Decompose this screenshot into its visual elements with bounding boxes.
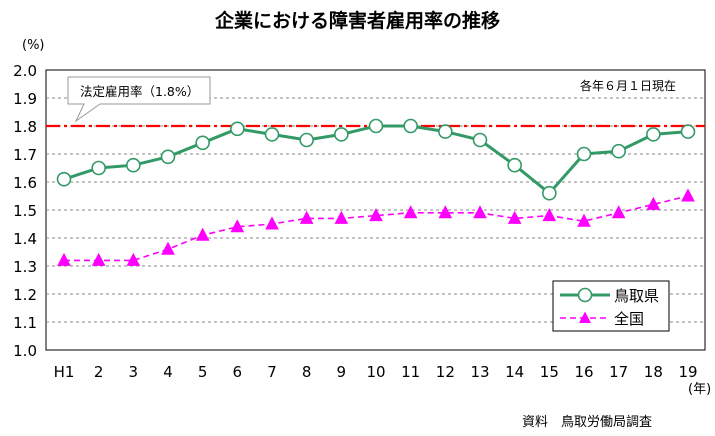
y-tick-label: 1.2	[13, 286, 37, 304]
as-of-note: 各年６月１日現在	[580, 78, 676, 93]
x-tick-label: 6	[233, 363, 243, 381]
callout-box	[67, 76, 211, 123]
legend-label: 鳥取県	[614, 287, 659, 305]
x-tick-label: 9	[337, 363, 347, 381]
data-point	[161, 241, 175, 255]
data-point	[403, 118, 418, 134]
series-2	[57, 188, 695, 266]
data-point	[646, 196, 661, 210]
data-point	[57, 252, 71, 266]
series-1	[56, 118, 696, 201]
data-point	[299, 132, 314, 148]
y-tick-label: 1.5	[13, 202, 37, 220]
x-tick-label: H1	[54, 363, 75, 381]
data-point	[646, 127, 661, 142]
data-point	[334, 127, 349, 142]
data-point	[160, 149, 176, 165]
data-point	[91, 252, 106, 266]
reference-callout: 法定雇用率（1.8%）	[67, 76, 211, 123]
x-tick-label: 13	[470, 363, 489, 381]
source-note: 資料 鳥取労働局調査	[522, 415, 652, 430]
data-point	[91, 160, 106, 176]
data-point	[680, 124, 696, 139]
legend-marker	[577, 287, 593, 303]
data-point	[507, 210, 522, 224]
x-unit-label: (年)	[688, 382, 711, 397]
x-tick-label: 5	[198, 363, 208, 381]
data-point	[126, 252, 141, 266]
data-point	[681, 188, 695, 202]
data-point	[403, 205, 418, 219]
x-tick-label: 3	[129, 363, 139, 381]
data-point	[195, 227, 210, 241]
y-tick-label: 1.7	[13, 146, 37, 164]
x-tick-label: 8	[302, 363, 312, 381]
y-tick-label: 1.0	[13, 342, 37, 360]
data-point	[230, 121, 245, 137]
data-point	[611, 205, 626, 219]
x-tick-label: 14	[505, 363, 524, 381]
y-tick-label: 1.8	[13, 118, 37, 136]
reference-line-label: 法定雇用率（1.8%）	[80, 84, 199, 99]
y-tick-label: 1.4	[13, 230, 37, 248]
x-tick-label: 16	[574, 363, 593, 381]
data-point	[473, 205, 487, 219]
y-tick-label: 1.1	[13, 314, 37, 332]
legend-box	[552, 280, 670, 332]
data-point	[507, 157, 522, 173]
x-tick-label: 19	[678, 363, 697, 381]
data-point	[368, 118, 384, 134]
y-unit-label: (%)	[22, 38, 45, 53]
x-tick-label: 11	[401, 363, 420, 381]
x-tick-label: 12	[436, 363, 455, 381]
data-point	[611, 143, 626, 159]
y-tick-label: 2.0	[13, 62, 37, 80]
data-point	[576, 146, 592, 162]
x-tick-label: 18	[644, 363, 663, 381]
data-point	[195, 135, 210, 151]
data-point	[472, 132, 488, 148]
data-point	[438, 205, 453, 219]
data-point	[126, 157, 141, 173]
data-point	[264, 127, 280, 142]
x-tick-label: 4	[163, 363, 173, 381]
data-point	[56, 171, 72, 187]
legend-label: 全国	[614, 310, 644, 328]
x-tick-label: 10	[366, 363, 385, 381]
x-tick-label: 2	[94, 363, 104, 381]
data-point	[542, 185, 557, 201]
data-point	[265, 216, 279, 230]
x-tick-label: 17	[609, 363, 628, 381]
data-point	[299, 210, 314, 224]
y-tick-label: 1.9	[13, 90, 37, 108]
data-point	[438, 124, 453, 139]
x-tick-label: 7	[267, 363, 277, 381]
y-tick-label: 1.3	[13, 258, 37, 276]
data-point	[230, 219, 245, 233]
chart-title: 企業における障害者雇用率の推移	[214, 10, 500, 32]
data-point	[577, 213, 591, 227]
legend-marker	[579, 311, 591, 323]
data-point	[334, 210, 349, 224]
y-tick-label: 1.6	[13, 174, 37, 192]
data-point	[369, 208, 383, 222]
data-point	[542, 208, 557, 222]
x-tick-label: 15	[540, 363, 559, 381]
